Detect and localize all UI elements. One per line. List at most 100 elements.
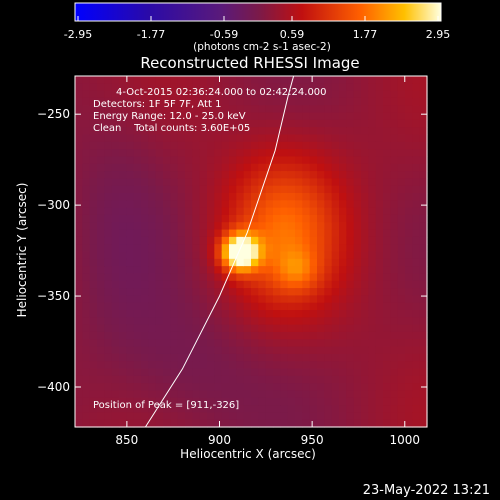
heatmap-cell — [177, 375, 186, 384]
heatmap-cell — [251, 397, 259, 406]
colorbar-tick-label: -1.77 — [137, 28, 165, 41]
heatmap-cell — [302, 419, 311, 428]
heatmap-cell — [251, 222, 259, 231]
heatmap-cell — [75, 97, 83, 106]
heatmap-cell — [119, 97, 127, 106]
heatmap-cell — [236, 339, 245, 348]
heatmap-cell — [170, 112, 179, 121]
heatmap-cell — [104, 119, 113, 128]
heatmap-cell — [375, 346, 384, 355]
heatmap-cell — [199, 185, 208, 194]
heatmap-cell — [126, 339, 135, 348]
heatmap-cell — [119, 258, 127, 267]
heatmap-cell — [75, 339, 83, 348]
heatmap-cell — [273, 156, 281, 165]
heatmap-cell — [192, 361, 201, 370]
heatmap-cell — [126, 207, 135, 216]
heatmap-cell — [214, 353, 223, 362]
heatmap-cell — [353, 280, 362, 289]
heatmap-cell — [104, 353, 113, 362]
heatmap-cell — [82, 149, 91, 158]
heatmap-cell — [141, 288, 149, 296]
heatmap-cell — [258, 324, 267, 333]
heatmap-cell — [229, 236, 237, 245]
heatmap-cell — [119, 229, 127, 238]
heatmap-cell — [214, 200, 223, 209]
heatmap-cell — [368, 163, 377, 172]
heatmap-cell — [309, 353, 318, 362]
heatmap-cell — [163, 193, 171, 201]
heatmap-cell — [163, 412, 171, 421]
heatmap-cell — [324, 200, 333, 209]
heatmap-cell — [368, 288, 377, 296]
heatmap-cell — [243, 134, 252, 143]
heatmap-cell — [133, 295, 142, 304]
heatmap-cell — [111, 222, 120, 231]
heatmap-cell — [287, 339, 296, 348]
heatmap-cell — [243, 119, 252, 128]
heatmap-cell — [412, 149, 421, 158]
heatmap-cell — [353, 324, 362, 333]
heatmap-cell — [111, 141, 120, 150]
heatmap-cell — [104, 251, 113, 260]
heatmap-cell — [317, 405, 325, 413]
heatmap-cell — [163, 97, 171, 106]
heatmap-cell — [199, 207, 208, 216]
heatmap-cell — [89, 258, 98, 267]
heatmap-cell — [192, 149, 201, 158]
heatmap-cell — [368, 112, 377, 121]
heatmap-cell — [243, 112, 252, 121]
heatmap-cell — [133, 134, 142, 143]
heatmap-cell — [331, 390, 340, 399]
heatmap-cell — [141, 302, 149, 311]
heatmap-cell — [148, 200, 157, 209]
heatmap-cell — [148, 302, 157, 311]
heatmap-cell — [273, 244, 281, 253]
heatmap-cell — [302, 383, 311, 392]
heatmap-cell — [302, 368, 311, 377]
heatmap-cell — [75, 163, 83, 172]
heatmap-cell — [280, 207, 289, 216]
heatmap-cell — [361, 76, 369, 84]
heatmap-cell — [75, 280, 83, 289]
heatmap-cell — [339, 207, 347, 216]
heatmap-cell — [185, 397, 193, 406]
heatmap-cell — [265, 149, 274, 158]
heatmap-cell — [339, 295, 347, 304]
heatmap-cell — [243, 163, 252, 172]
heatmap-cell — [273, 112, 281, 121]
heatmap-cell — [155, 83, 164, 92]
heatmap-cell — [207, 273, 215, 282]
heatmap-cell — [324, 405, 333, 413]
heatmap-cell — [419, 295, 428, 304]
heatmap-cell — [133, 288, 142, 296]
heatmap-cell — [75, 412, 83, 421]
heatmap-cell — [361, 368, 369, 377]
heatmap-cell — [185, 346, 193, 355]
heatmap-cell — [309, 266, 318, 275]
heatmap-cell — [302, 105, 311, 114]
heatmap-cell — [397, 405, 406, 413]
heatmap-cell — [375, 331, 384, 340]
heatmap-cell — [331, 105, 340, 114]
heatmap-cell — [324, 97, 333, 106]
heatmap-cell — [199, 105, 208, 114]
heatmap-cell — [309, 83, 318, 92]
heatmap-cell — [155, 200, 164, 209]
heatmap-cell — [324, 214, 333, 223]
heatmap-cell — [207, 134, 215, 143]
heatmap-cell — [214, 141, 223, 150]
heatmap-cell — [185, 324, 193, 333]
heatmap-cell — [258, 280, 267, 289]
heatmap-cell — [375, 127, 384, 136]
heatmap-cell — [317, 134, 325, 143]
heatmap-cell — [199, 368, 208, 377]
heatmap-cell — [353, 76, 362, 84]
heatmap-cell — [243, 339, 252, 348]
heatmap-cell — [82, 310, 91, 318]
heatmap-cell — [405, 127, 413, 136]
heatmap-cell — [324, 258, 333, 267]
heatmap-cell — [339, 383, 347, 392]
heatmap-cell — [287, 185, 296, 194]
heatmap-cell — [133, 112, 142, 121]
